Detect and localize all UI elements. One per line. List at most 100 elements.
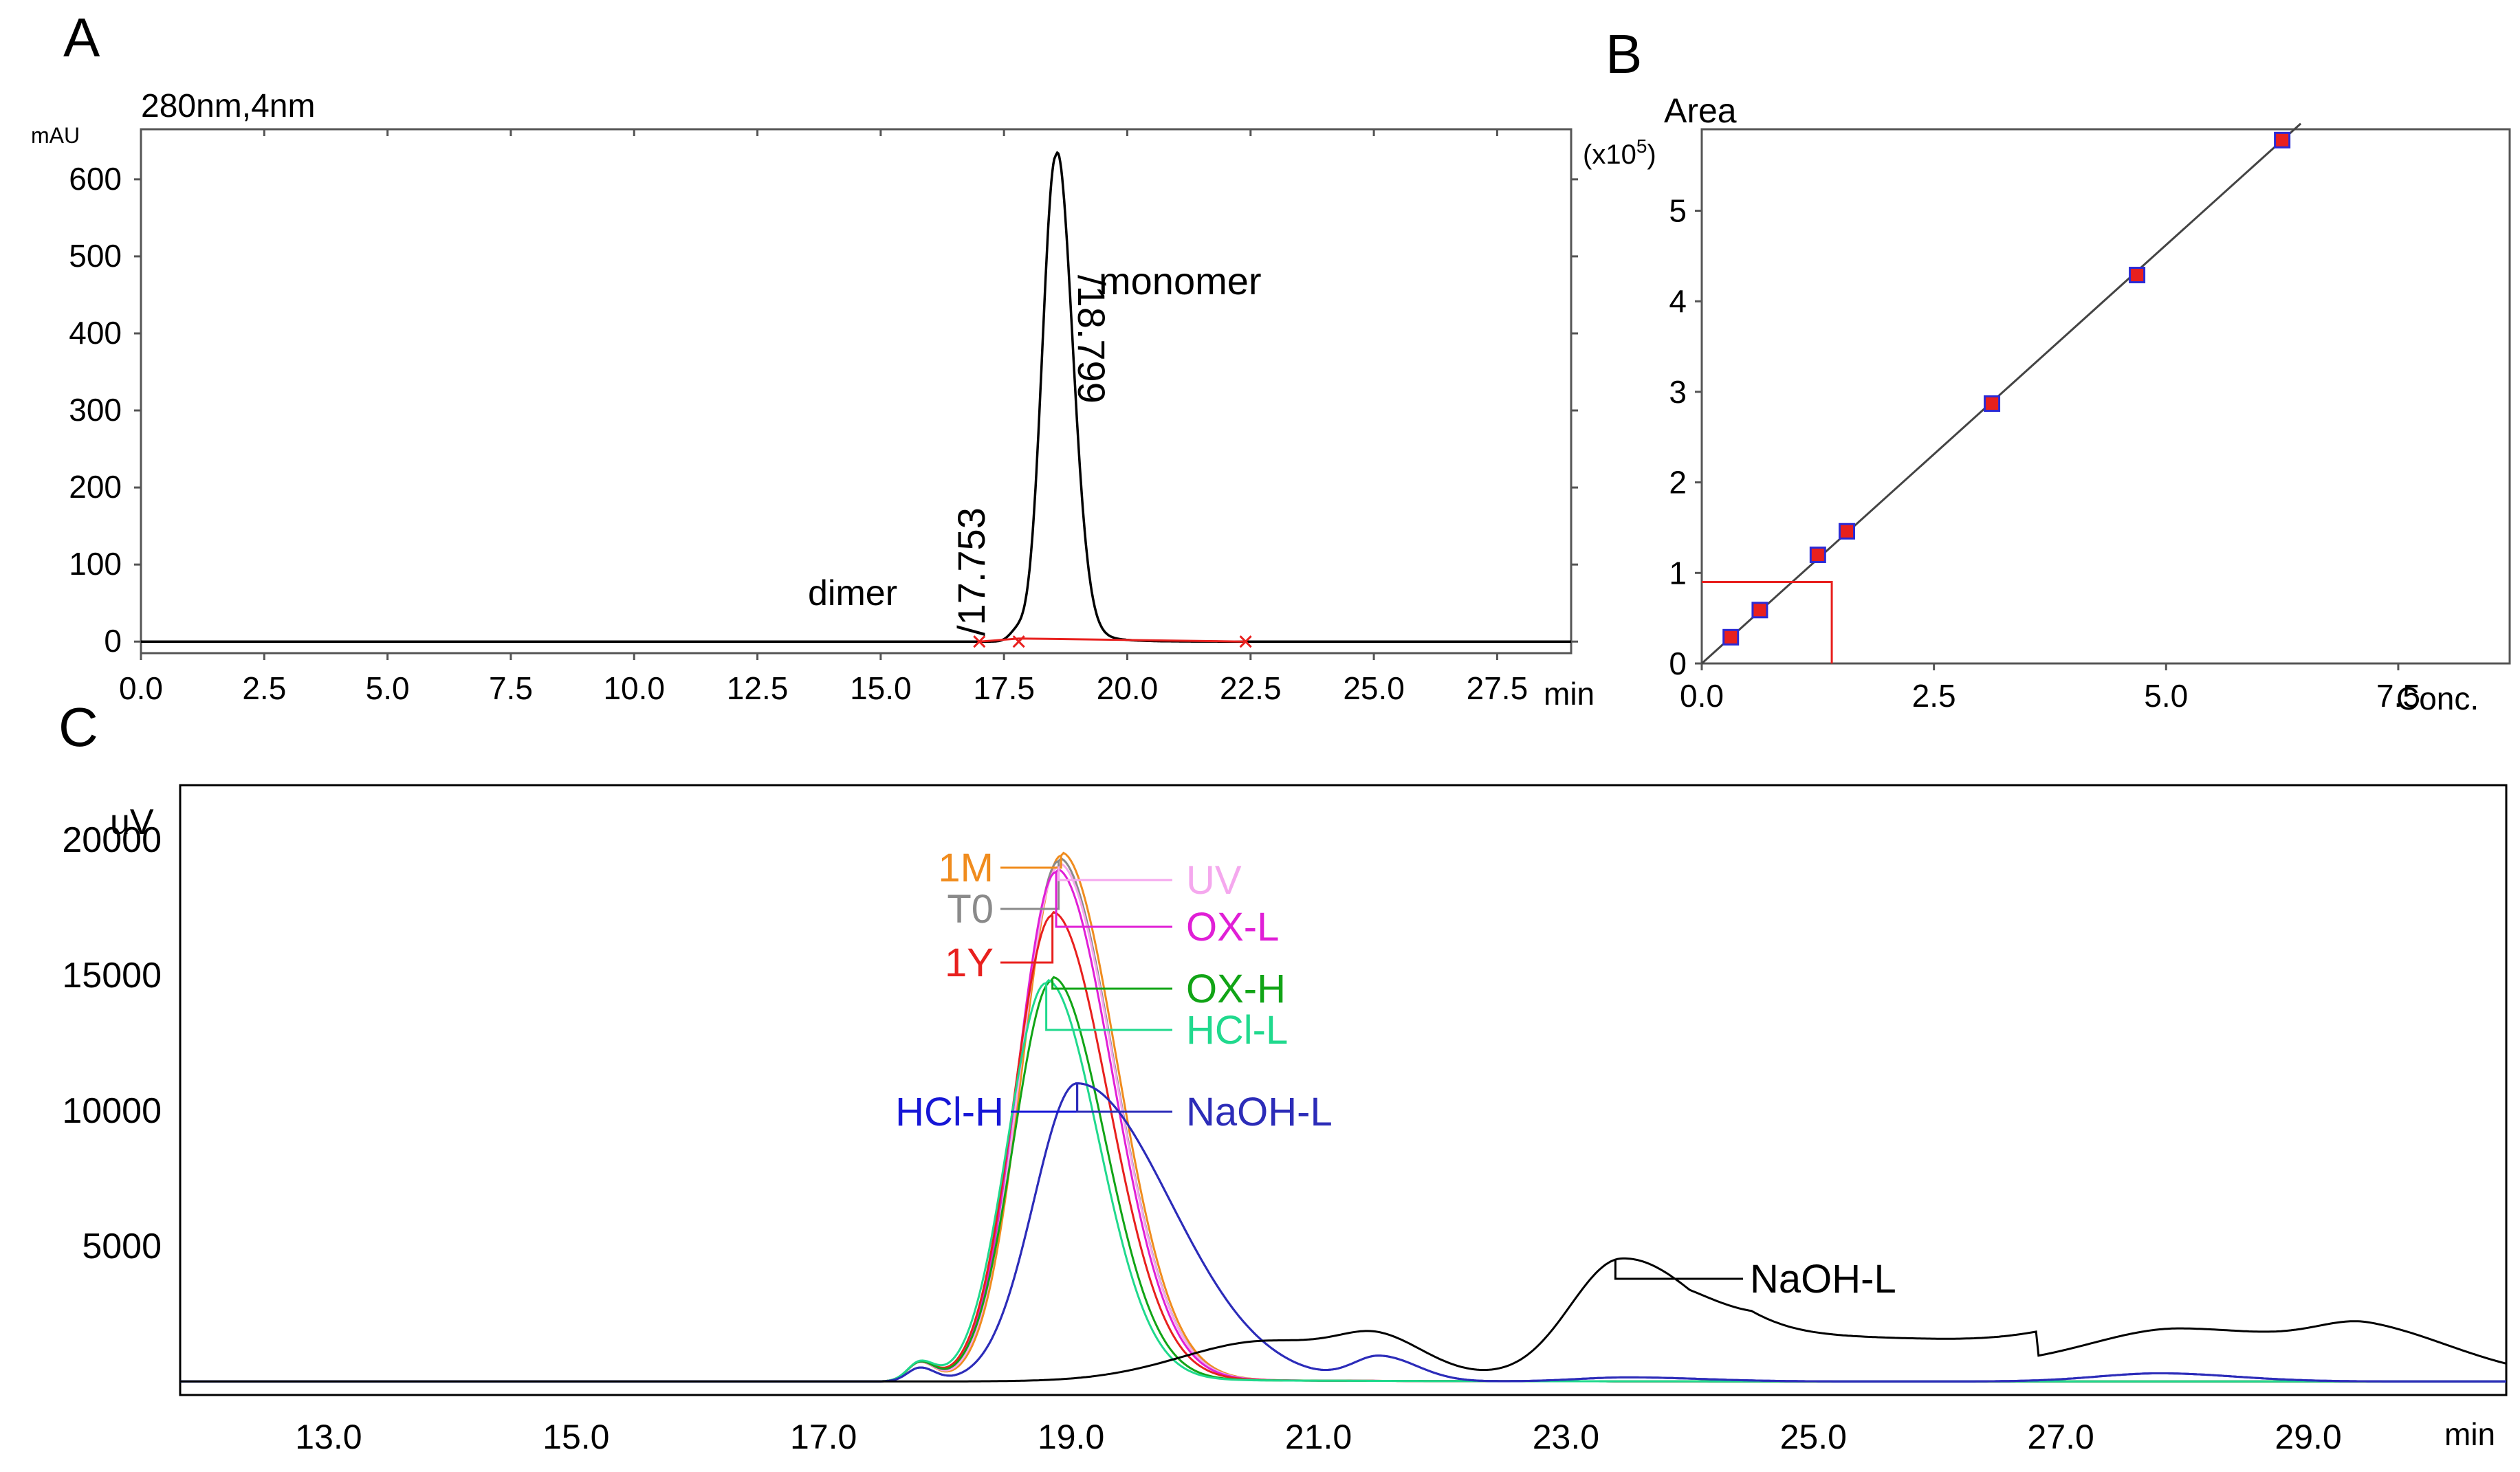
panel-b-y-tick-label: 3 [1669,374,1687,410]
monomer-retention-time: /18.799 [1070,275,1113,404]
label-leader-1m [1000,855,1062,869]
panel-b-sample-marker [1702,580,1833,663]
panel-a-x-tick-label: 27.5 [1467,670,1529,706]
panel-b-y-unit: (x105) [1583,135,1656,170]
panel-c-y-tick-label: 10000 [62,1091,162,1131]
label-leader-ox-h [1051,980,1172,990]
panel-a-integration-mark [973,635,986,648]
series-label-naoh-l: NaOH-L [1186,1090,1333,1134]
panel-a-x-tick-label: 22.5 [1220,670,1282,706]
panel-a-x-tick-label: 2.5 [242,670,286,706]
panel-a-chromatogram: 280nm,4nm mAU min 0.0 2.5 5.0 7.5 10.0 12.5 15… [31,88,1595,712]
panel-c-x-unit: min [2444,1416,2495,1452]
trace-ox-l [180,868,2506,1383]
panel-c-y-tick-label: 15000 [62,956,162,996]
panel-c-x-tick-label: 29.0 [2275,1418,2341,1456]
panel-a-y-tick-label: 100 [69,546,122,582]
panel-a-y-label: mAU [31,123,80,148]
series-label-naoh-l-secondary: NaOH-L [1750,1257,1896,1301]
panel-letter-b: B [1606,23,1642,85]
panel-c-y-tick-label: 20000 [62,820,162,860]
panel-a-x-tick-label: 10.0 [603,670,665,706]
panel-a-title: 280nm,4nm [141,88,315,124]
trace-naoh-l-secondary [180,1257,2507,1383]
trace-ox-h [180,976,2506,1383]
panel-a-integration-mark [1012,635,1025,648]
panel-a-y-tick-label: 600 [69,161,122,197]
series-label-1y: 1Y [945,941,994,985]
series-label-ox-h: OX-H [1186,967,1286,1011]
panel-a-y-tick-label: 0 [104,623,122,659]
label-leader-hcl-l [1045,982,1172,1031]
panel-b-x-tick-label: 0.0 [1680,678,1724,714]
panel-a-plot-frame [140,128,1573,655]
panel-c-y-tick-label: 5000 [82,1227,162,1266]
panel-letter-c: C [58,696,98,758]
trace-hcl-h [180,1082,2506,1383]
dimer-label: dimer [808,573,897,613]
series-label-ox-l: OX-L [1186,905,1279,949]
panel-b-x-label: Conc. [2396,681,2479,716]
series-label-hcl-l: HCl-L [1186,1008,1288,1053]
label-leader-uv [1058,866,1172,881]
panel-a-x-tick-label: 5.0 [366,670,410,706]
trace-t0 [180,857,2506,1383]
panel-b-y-tick-label: 4 [1669,283,1687,319]
panel-c-x-tick-label: 21.0 [1285,1418,1352,1456]
panel-c-x-tick-label: 13.0 [295,1418,362,1456]
panel-a-x-tick-label: 25.0 [1343,670,1405,706]
panel-b-calibration-curve: Area (x105) Conc. 0.0 2.5 5.0 7.5 0 1 2 3 4 5 [1583,91,2511,716]
trace-hcl-l [180,978,2506,1383]
panel-a-x-tick-label: 15.0 [850,670,912,706]
panel-a-y-tick-label: 300 [69,392,122,428]
panel-b-data-point [2131,269,2144,282]
trace-1y [180,910,2506,1383]
label-leader-naoh-l-secondary [1614,1259,1743,1280]
panel-c-x-tick-label: 15.0 [543,1418,609,1456]
panel-c-y-label: uV [110,802,154,842]
panel-b-data-point [1811,548,1824,561]
panel-b-x-tick-label: 2.5 [1912,678,1956,714]
trace-uv [180,862,2506,1383]
series-label-uv: UV [1186,858,1242,903]
panel-b-plot-frame [1700,128,2511,665]
panel-a-x-tick-label: 17.5 [973,670,1035,706]
panel-a-integration-mark [1239,635,1252,648]
panel-c-overlay-chromatogram: uV min 13.0 15.0 17.0 19.0 21.0 23.0 25.0 27.0 2… [62,784,2508,1456]
panel-b-data-point [1986,397,1999,410]
series-label-1m: 1M [938,846,994,890]
panel-c-x-tick-label: 17.0 [790,1418,857,1456]
label-leader-1y [1000,915,1054,964]
panel-c-x-tick-label: 27.0 [2028,1418,2094,1456]
panel-b-y-tick-label: 5 [1669,193,1687,229]
panel-b-y-tick-label: 1 [1669,555,1687,591]
series-label-t0: T0 [947,887,994,932]
panel-b-x-tick-label: 5.0 [2144,678,2188,714]
panel-b-y-tick-label: 0 [1669,646,1687,681]
trace-naoh-l [180,1082,2506,1383]
panel-a-x-tick-label: 20.0 [1097,670,1159,706]
panel-c-x-tick-label: 25.0 [1780,1418,1847,1456]
panel-a-x-tick-label: 7.5 [489,670,533,706]
panel-b-y-tick-label: 2 [1669,465,1687,501]
panel-c-x-tick-label: 23.0 [1533,1418,1599,1456]
panel-c-plot-frame [179,784,2508,1396]
panel-a-x-tick-label: 12.5 [727,670,789,706]
panel-b-data-point [2276,133,2289,146]
label-leader-naoh-l [1076,1083,1172,1113]
panel-b-data-point [1841,525,1854,538]
panel-b-data-point [1753,604,1766,617]
panel-a-baseline [979,637,1246,643]
panel-b-fit-line [1700,122,2302,665]
label-leader-ox-l [1055,872,1172,928]
panel-a-x-unit: min [1544,676,1595,712]
trace-1m [180,851,2506,1383]
panel-b-title: Area [1664,91,1737,130]
dimer-retention-time: /17.753 [950,507,993,636]
panel-c-x-tick-label: 19.0 [1038,1418,1104,1456]
panel-b-x-tick-label: 7.5 [2376,678,2420,714]
panel-a-y-tick-label: 400 [69,315,122,351]
panel-a-y-tick-label: 500 [69,238,122,274]
series-label-hcl-h: HCl-H [895,1090,1004,1134]
